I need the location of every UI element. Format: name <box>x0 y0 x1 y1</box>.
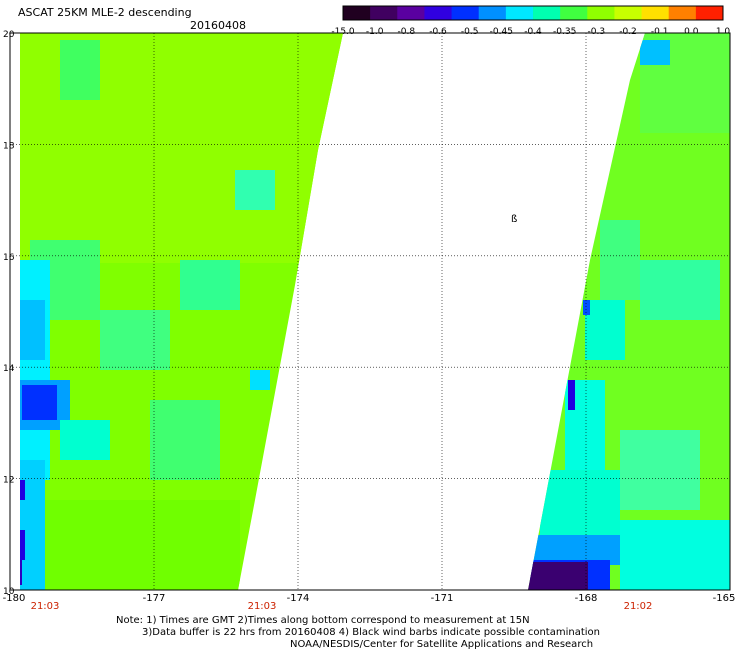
color-scale-swatch <box>505 6 534 20</box>
color-scale-swatch <box>343 6 371 20</box>
color-scale-swatch <box>641 6 670 20</box>
latitude-label: 10 <box>3 587 15 597</box>
longitude-label: -168 <box>575 593 598 604</box>
color-scale-swatch <box>478 6 507 20</box>
left-swath <box>20 33 343 590</box>
color-scale-swatch <box>533 6 561 20</box>
color-scale-swatch <box>587 6 615 20</box>
pass-time-label: 21:03 <box>31 601 60 612</box>
color-scale-frame <box>342 5 724 21</box>
longitude-label: -171 <box>431 593 454 604</box>
graticule <box>10 33 730 590</box>
color-scale-tick-label: -0.6 <box>429 27 447 37</box>
color-scale-swatch <box>370 6 398 20</box>
product-title: ASCAT 25KM MLE-2 descending <box>18 6 192 19</box>
latitude-label: 18 <box>3 141 15 151</box>
longitude-label: -180 <box>3 593 26 604</box>
color-scale-tick-label: -15.0 <box>331 27 355 37</box>
color-scale-swatch <box>614 6 643 20</box>
pass-time-label: 21:03 <box>248 601 277 612</box>
color-scale-tick-label: -0.5 <box>461 27 479 37</box>
contamination-pixels <box>568 380 575 410</box>
color-scale-tick-label: 0.0 <box>684 27 699 37</box>
color-scale-tick-label: -0.3 <box>588 27 606 37</box>
latitude-label: 14 <box>3 364 15 374</box>
longitude-label: -165 <box>713 593 736 604</box>
product-date: 20160408 <box>190 19 246 32</box>
color-scale-tick-label: -0.35 <box>553 27 576 37</box>
latitude-label: 12 <box>3 476 14 486</box>
note-line-2: 3)Data buffer is 22 hrs from 20160408 4)… <box>142 627 600 638</box>
color-scale-swatch <box>451 6 480 20</box>
contamination-pixels <box>583 300 590 315</box>
pass-time-label: 21:02 <box>624 601 653 612</box>
color-scale-swatch <box>560 6 588 20</box>
color-scale-tick-label: -0.1 <box>651 27 669 37</box>
latitude-label: 20 <box>3 30 15 40</box>
latitude-label: 16 <box>3 253 15 263</box>
color-scale-swatch <box>668 6 697 20</box>
right-swath <box>528 33 730 590</box>
color-scale-tick-label: -0.2 <box>619 27 637 37</box>
color-scale-swatch <box>695 6 724 20</box>
color-scale-tick-label: 1.0 <box>716 27 731 37</box>
color-scale-swatch <box>397 6 425 20</box>
color-scale-tick-label: -0.4 <box>524 27 542 37</box>
note-line-3: NOAA/NESDIS/Center for Satellite Applica… <box>290 639 594 650</box>
island-marker: ß <box>511 214 517 225</box>
longitude-label: -177 <box>143 593 166 604</box>
color-scale-tick-label: -0.45 <box>490 27 513 37</box>
longitude-label: -174 <box>287 593 310 604</box>
color-scale-tick-label: -1.0 <box>366 27 384 37</box>
color-scale-tick-label: -0.8 <box>398 27 416 37</box>
color-scale-swatch <box>424 6 453 20</box>
note-line-1: Note: 1) Times are GMT 2)Times along bot… <box>116 615 530 626</box>
color-scale-bar: -15.0 -1.0 -0.8 -0.6 -0.5 -0.45 -0.4 -0.35 -0.3 -… <box>331 5 731 37</box>
map-frame <box>9 32 731 591</box>
